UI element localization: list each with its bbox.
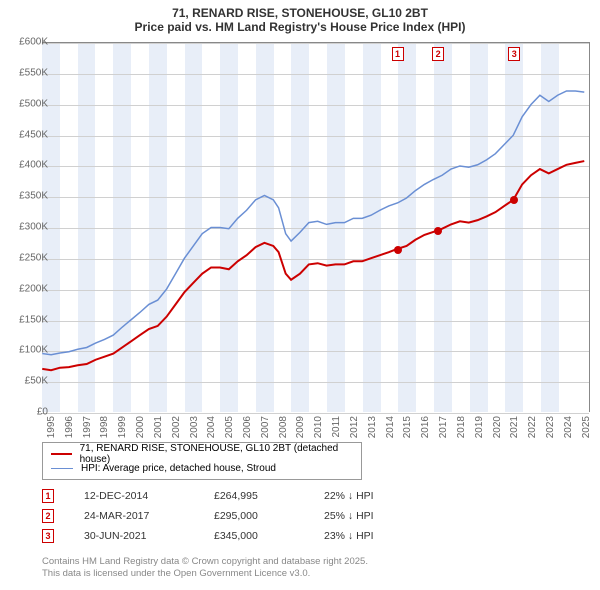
y-axis-label: £300K [19,222,48,233]
y-axis-label: £550K [19,67,48,78]
x-axis-label: 2009 [295,416,306,438]
y-axis-label: £450K [19,129,48,140]
table-delta: 22% ↓ HPI [324,490,444,502]
x-axis-label: 2001 [153,416,164,438]
y-axis-label: £150K [19,314,48,325]
marker-flag: 3 [508,47,520,61]
table-marker: 1 [42,489,54,503]
x-axis-label: 1998 [99,416,110,438]
marker-dot [434,227,442,235]
x-axis-label: 2005 [224,416,235,438]
table-date: 24-MAR-2017 [84,510,214,522]
x-axis-label: 2014 [385,416,396,438]
y-axis-label: £600K [19,37,48,48]
x-axis-label: 1995 [46,416,57,438]
marker-dot [394,246,402,254]
table-price: £295,000 [214,510,324,522]
table-marker: 3 [42,529,54,543]
x-axis-label: 2007 [260,416,271,438]
x-axis-label: 2013 [367,416,378,438]
table-row: 3 30-JUN-2021£345,00023% ↓ HPI [42,526,444,546]
legend-swatch [51,453,72,455]
transactions-table: 1 12-DEC-2014£264,99522% ↓ HPI 2 24-MAR-201… [42,486,444,546]
x-axis-label: 2015 [402,416,413,438]
x-axis-label: 2019 [474,416,485,438]
chart-area: 1 2 3 [42,42,590,412]
title-line-2: Price paid vs. HM Land Registry's House … [0,20,600,34]
x-axis-label: 2012 [349,416,360,438]
y-axis-label: £100K [19,345,48,356]
legend: 71, RENARD RISE, STONEHOUSE, GL10 2BT (d… [42,442,362,480]
table-delta: 23% ↓ HPI [324,530,444,542]
x-axis-label: 2024 [563,416,574,438]
footer-line-1: Contains HM Land Registry data © Crown c… [42,556,368,568]
y-axis-label: £250K [19,252,48,263]
gridline [42,413,589,414]
chart-title-block: 71, RENARD RISE, STONEHOUSE, GL10 2BT Pr… [0,0,600,34]
x-axis-label: 2010 [313,416,324,438]
y-axis-label: £500K [19,98,48,109]
x-axis-label: 2023 [545,416,556,438]
table-row: 2 24-MAR-2017£295,00025% ↓ HPI [42,506,444,526]
table-date: 30-JUN-2021 [84,530,214,542]
table-price: £345,000 [214,530,324,542]
x-axis-label: 1999 [117,416,128,438]
x-axis-label: 2004 [206,416,217,438]
y-axis-label: £200K [19,283,48,294]
x-axis-label: 2017 [438,416,449,438]
x-axis-label: 2016 [420,416,431,438]
marker-flag: 2 [432,47,444,61]
table-delta: 25% ↓ HPI [324,510,444,522]
x-axis-label: 2021 [509,416,520,438]
y-axis-label: £50K [25,376,48,387]
legend-label: HPI: Average price, detached house, Stro… [81,463,276,474]
x-axis-label: 2003 [189,416,200,438]
marker-flag: 1 [392,47,404,61]
x-axis-label: 2000 [135,416,146,438]
x-axis-label: 2011 [331,416,342,438]
x-axis-label: 2022 [527,416,538,438]
y-axis-label: £350K [19,191,48,202]
legend-swatch [51,468,73,469]
x-axis-label: 2018 [456,416,467,438]
table-row: 1 12-DEC-2014£264,99522% ↓ HPI [42,486,444,506]
legend-row: 71, RENARD RISE, STONEHOUSE, GL10 2BT (d… [51,447,353,461]
footer-line-2: This data is licensed under the Open Gov… [42,568,368,580]
table-marker: 2 [42,509,54,523]
footer-attribution: Contains HM Land Registry data © Crown c… [42,556,368,580]
chart-lines-svg [42,43,589,412]
x-axis-label: 2020 [492,416,503,438]
x-axis-label: 2008 [278,416,289,438]
y-axis-label: £400K [19,160,48,171]
x-axis-label: 2025 [581,416,592,438]
table-price: £264,995 [214,490,324,502]
series-hpi [42,91,584,355]
x-axis-label: 1997 [82,416,93,438]
series-price_paid [42,161,584,370]
x-axis-label: 1996 [64,416,75,438]
title-line-1: 71, RENARD RISE, STONEHOUSE, GL10 2BT [0,6,600,20]
x-axis-label: 2006 [242,416,253,438]
marker-dot [510,196,518,204]
table-date: 12-DEC-2014 [84,490,214,502]
x-axis-label: 2002 [171,416,182,438]
